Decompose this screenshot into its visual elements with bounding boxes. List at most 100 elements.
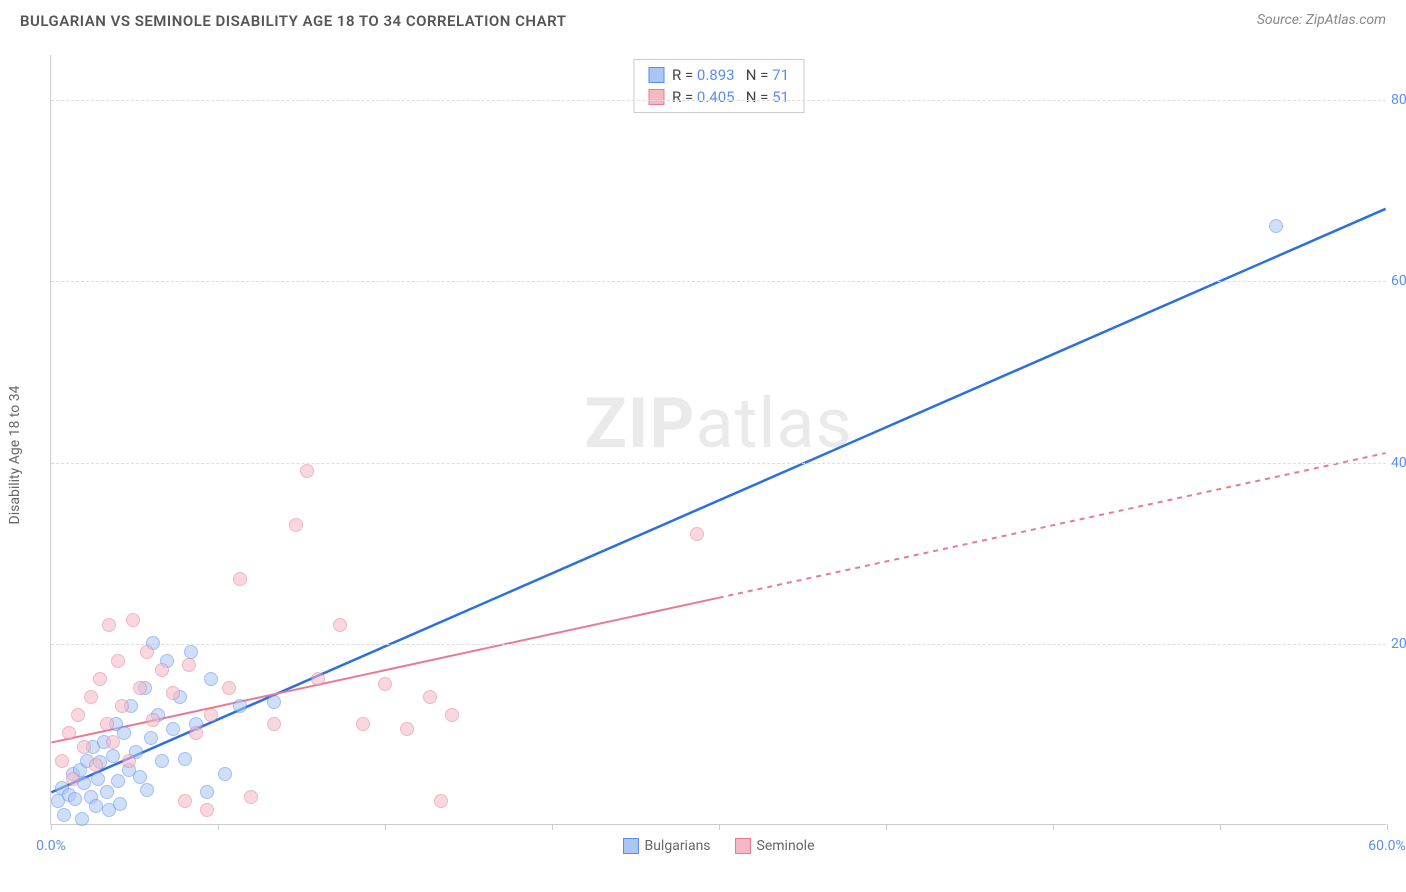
scatter-point	[89, 758, 103, 772]
scatter-point	[77, 740, 91, 754]
scatter-point	[400, 722, 414, 736]
scatter-point	[62, 726, 76, 740]
x-tick	[218, 824, 219, 830]
scatter-point	[55, 754, 69, 768]
y-tick-label: 80.0%	[1391, 92, 1406, 108]
x-tick	[719, 824, 720, 830]
scatter-point	[100, 717, 114, 731]
regression-lines	[51, 55, 1386, 824]
scatter-point	[111, 774, 125, 788]
scatter-point	[267, 695, 281, 709]
stats-box: R = 0.893 N = 71 R = 0.405 N = 51	[633, 59, 804, 113]
scatter-point	[93, 672, 107, 686]
scatter-point	[140, 645, 154, 659]
scatter-point	[178, 752, 192, 766]
scatter-point	[200, 785, 214, 799]
scatter-point	[289, 518, 303, 532]
x-tick	[552, 824, 553, 830]
legend-swatch	[735, 838, 751, 854]
scatter-point	[155, 663, 169, 677]
scatter-point	[333, 618, 347, 632]
stats-row: R = 0.405 N = 51	[648, 86, 789, 108]
scatter-point	[204, 672, 218, 686]
scatter-point	[244, 790, 258, 804]
x-tick	[886, 824, 887, 830]
scatter-point	[311, 672, 325, 686]
scatter-point	[233, 572, 247, 586]
x-tick-label: 0.0%	[36, 838, 66, 854]
scatter-point	[166, 686, 180, 700]
scatter-point	[200, 803, 214, 817]
scatter-point	[144, 731, 158, 745]
scatter-point	[84, 690, 98, 704]
scatter-point	[378, 677, 392, 691]
scatter-point	[106, 735, 120, 749]
scatter-point	[690, 527, 704, 541]
header: BULGARIAN VS SEMINOLE DISABILITY AGE 18 …	[0, 0, 1406, 38]
x-tick	[1387, 824, 1388, 830]
scatter-point	[115, 699, 129, 713]
legend-item: Bulgarians	[622, 838, 710, 854]
y-tick-label: 20.0%	[1391, 636, 1406, 652]
scatter-point	[102, 618, 116, 632]
scatter-point	[233, 699, 247, 713]
scatter-point	[155, 754, 169, 768]
x-tick	[1053, 824, 1054, 830]
scatter-point	[184, 645, 198, 659]
scatter-point	[189, 726, 203, 740]
stats-swatch	[648, 67, 664, 83]
scatter-point	[423, 690, 437, 704]
scatter-point	[91, 772, 105, 786]
stats-swatch	[648, 89, 664, 105]
y-tick-label: 60.0%	[1391, 273, 1406, 289]
legend-label: Seminole	[757, 838, 815, 854]
chart-container: Disability Age 18 to 34 ZIPatlas R = 0.8…	[50, 55, 1386, 855]
scatter-point	[166, 722, 180, 736]
regression-line	[51, 209, 1385, 793]
scatter-point	[71, 708, 85, 722]
scatter-point	[113, 797, 127, 811]
gridline-h	[51, 100, 1386, 101]
scatter-point	[75, 812, 89, 826]
scatter-point	[68, 792, 82, 806]
plot-area: ZIPatlas R = 0.893 N = 71 R = 0.405 N = …	[50, 55, 1386, 825]
scatter-point	[111, 654, 125, 668]
scatter-point	[445, 708, 459, 722]
stats-row: R = 0.893 N = 71	[648, 64, 789, 86]
source-text: Source: ZipAtlas.com	[1257, 12, 1386, 28]
scatter-point	[140, 783, 154, 797]
stats-text: R = 0.893 N = 71	[672, 66, 789, 84]
gridline-h	[51, 644, 1386, 645]
y-axis-label: Disability Age 18 to 34	[7, 386, 23, 525]
stats-text: R = 0.405 N = 51	[672, 88, 789, 106]
chart-title: BULGARIAN VS SEMINOLE DISABILITY AGE 18 …	[20, 12, 566, 30]
scatter-point	[89, 799, 103, 813]
legend-swatch	[622, 838, 638, 854]
scatter-point	[204, 708, 218, 722]
regression-line-dashed	[719, 453, 1386, 598]
scatter-point	[57, 808, 71, 822]
x-tick	[385, 824, 386, 830]
y-tick-label: 40.0%	[1391, 455, 1406, 471]
scatter-point	[267, 717, 281, 731]
scatter-point	[434, 794, 448, 808]
gridline-h	[51, 281, 1386, 282]
scatter-point	[178, 794, 192, 808]
x-tick	[51, 824, 52, 830]
scatter-point	[146, 713, 160, 727]
legend-bottom: Bulgarians Seminole	[622, 838, 814, 854]
scatter-point	[106, 749, 120, 763]
legend-item: Seminole	[735, 838, 815, 854]
scatter-point	[1269, 219, 1283, 233]
scatter-point	[218, 767, 232, 781]
scatter-point	[356, 717, 370, 731]
gridline-h	[51, 463, 1386, 464]
scatter-point	[66, 772, 80, 786]
scatter-point	[222, 681, 236, 695]
scatter-point	[122, 754, 136, 768]
scatter-point	[300, 464, 314, 478]
x-tick-label: 60.0%	[1368, 838, 1406, 854]
scatter-point	[126, 613, 140, 627]
scatter-point	[133, 681, 147, 695]
scatter-point	[100, 785, 114, 799]
